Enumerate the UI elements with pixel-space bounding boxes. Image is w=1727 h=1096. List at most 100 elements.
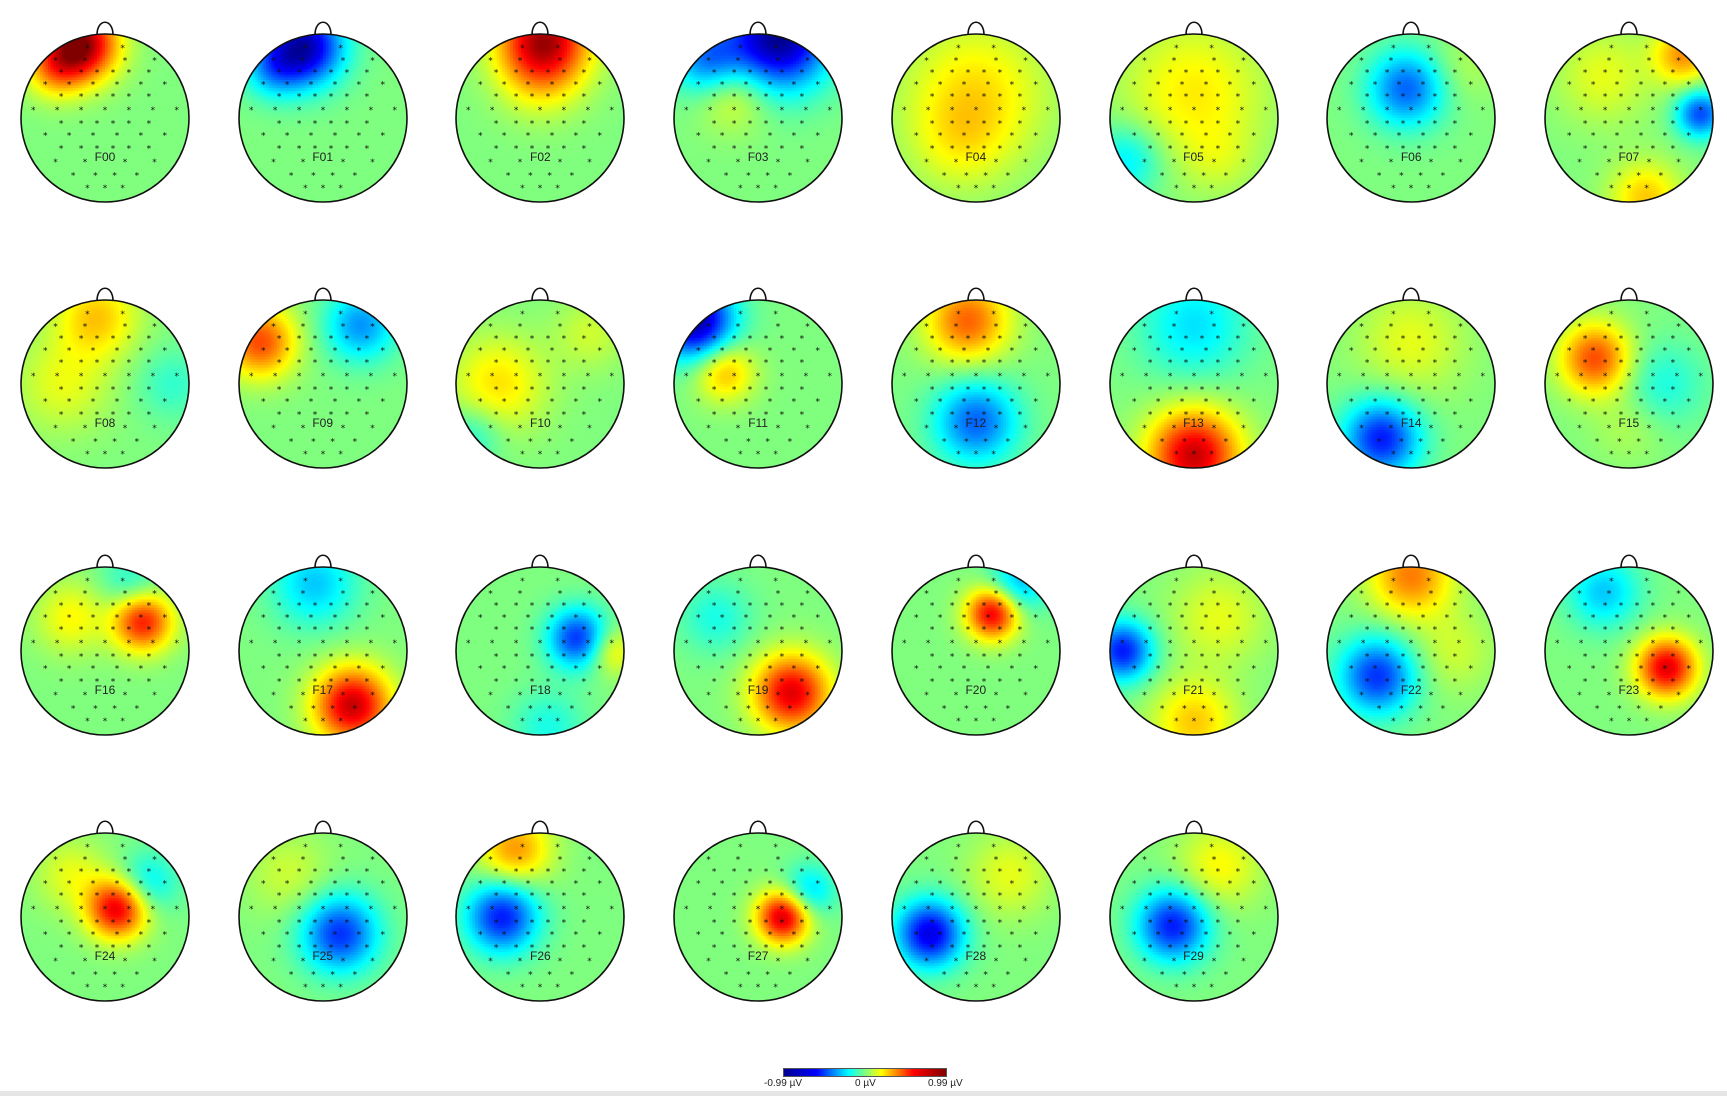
electrode-marker: * — [526, 81, 531, 91]
electrode-marker: * — [103, 639, 108, 649]
electrode-marker: * — [380, 930, 385, 940]
electrode-marker: * — [147, 601, 152, 611]
electrode-marker: * — [1419, 704, 1424, 714]
electrode-marker: * — [273, 372, 278, 382]
electrode-marker: * — [1619, 359, 1624, 369]
electrode-marker: * — [1209, 843, 1214, 853]
electrode-marker: * — [312, 335, 317, 345]
electrode-marker: * — [1421, 347, 1426, 357]
colorbar-mid-label: 0 µV — [855, 1078, 876, 1089]
electrode-marker: * — [127, 905, 132, 915]
electrode-marker: * — [1183, 93, 1188, 103]
electrode-marker: * — [356, 398, 361, 408]
electrode-marker: * — [151, 372, 156, 382]
electrode-marker: * — [1171, 57, 1176, 67]
nose-marker — [1403, 555, 1419, 568]
electrode-marker: * — [950, 359, 955, 369]
electrode-marker: * — [1555, 106, 1560, 116]
electrode-marker: * — [91, 81, 96, 91]
electrode-marker: * — [562, 359, 567, 369]
electrode-marker: * — [1227, 664, 1232, 674]
electrode-marker: * — [297, 359, 302, 369]
electrode-marker: * — [1644, 450, 1649, 460]
electrode-marker: * — [1017, 120, 1022, 130]
electrode-marker: * — [800, 359, 805, 369]
electrode-marker: * — [1567, 132, 1572, 142]
electrode-marker: * — [83, 589, 88, 599]
electrode-marker: * — [1427, 450, 1432, 460]
electrode-marker: * — [800, 69, 805, 79]
electrode-marker: * — [966, 69, 971, 79]
electrode-marker: * — [1251, 664, 1256, 674]
electrode-marker: * — [712, 120, 717, 130]
electrode-marker: * — [55, 905, 60, 915]
electrode-marker: * — [1199, 335, 1204, 345]
electrode-marker: * — [1017, 359, 1022, 369]
electrode-marker: * — [924, 323, 929, 333]
electrode-marker: * — [1147, 386, 1152, 396]
electrode-marker: * — [930, 386, 935, 396]
electrode-marker: * — [582, 867, 587, 877]
electrode-marker: * — [478, 613, 483, 623]
electrode-marker: * — [59, 69, 64, 79]
electrode-marker: * — [111, 359, 116, 369]
electrode-marker: * — [271, 57, 276, 67]
electrode-marker: * — [1023, 323, 1028, 333]
electrode-marker: * — [1183, 335, 1188, 345]
electrode-marker: * — [598, 347, 603, 357]
electrode-marker: * — [1453, 625, 1458, 635]
electrode-marker: * — [1698, 106, 1703, 116]
electrode-marker: * — [344, 625, 349, 635]
electrode-marker: * — [684, 372, 689, 382]
electrode-marker: * — [792, 398, 797, 408]
electrode-marker: * — [67, 879, 72, 889]
electrode-marker: * — [312, 625, 317, 635]
electrode-marker: * — [1203, 398, 1208, 408]
electrode-marker: * — [1005, 970, 1010, 980]
electrode-marker: * — [828, 639, 833, 649]
electrode-marker: * — [983, 970, 988, 980]
electrode-marker: * — [71, 704, 76, 714]
electrode-marker: * — [514, 652, 519, 662]
electrode-marker: * — [95, 891, 100, 901]
electrode-marker: * — [950, 93, 955, 103]
electrode-marker: * — [1391, 310, 1396, 320]
electrode-marker: * — [1401, 625, 1406, 635]
electrode-marker: * — [924, 57, 929, 67]
electrode-marker: * — [1131, 613, 1136, 623]
electrode-marker: * — [950, 905, 955, 915]
electrode-marker: * — [1619, 93, 1624, 103]
electrode-marker: * — [1241, 855, 1246, 865]
colorbar-min-label: -0.99 µV — [764, 1078, 802, 1089]
electrode-marker: * — [147, 335, 152, 345]
electrode-marker: * — [800, 891, 805, 901]
electrode-marker: * — [1183, 918, 1188, 928]
electrode-marker: * — [1215, 335, 1220, 345]
head-plot: * ** * * ** * * * * ** * * * * ** * * * * ** * * * * * ** * * * * ** * *… — [1094, 817, 1294, 1017]
electrode-marker: * — [997, 372, 1002, 382]
electrode-marker: * — [556, 44, 561, 54]
electrode-marker: * — [938, 930, 943, 940]
electrode-marker: * — [997, 652, 1002, 662]
electrode-marker: * — [43, 879, 48, 889]
electrode-marker: * — [312, 69, 317, 79]
electrode-marker: * — [1147, 69, 1152, 79]
electrode-marker: * — [31, 106, 36, 116]
electrode-marker: * — [558, 589, 563, 599]
electrode-marker: * — [950, 69, 955, 79]
electrode-marker: * — [344, 639, 349, 649]
electrode-marker: * — [732, 918, 737, 928]
electrode-marker: * — [277, 652, 282, 662]
electrode-marker: * — [1419, 438, 1424, 448]
nose-marker — [1186, 289, 1202, 302]
electrode-marker: * — [370, 855, 375, 865]
electrode-marker: * — [546, 601, 551, 611]
electrode-marker: * — [562, 69, 567, 79]
electrode-marker: * — [1009, 132, 1014, 142]
topomap-label: F27 — [658, 949, 858, 963]
electrode-marker: * — [514, 359, 519, 369]
electrode-marker: * — [930, 93, 935, 103]
electrode-marker: * — [1239, 372, 1244, 382]
electrode-marker: * — [1427, 44, 1432, 54]
electrode-marker: * — [530, 93, 535, 103]
